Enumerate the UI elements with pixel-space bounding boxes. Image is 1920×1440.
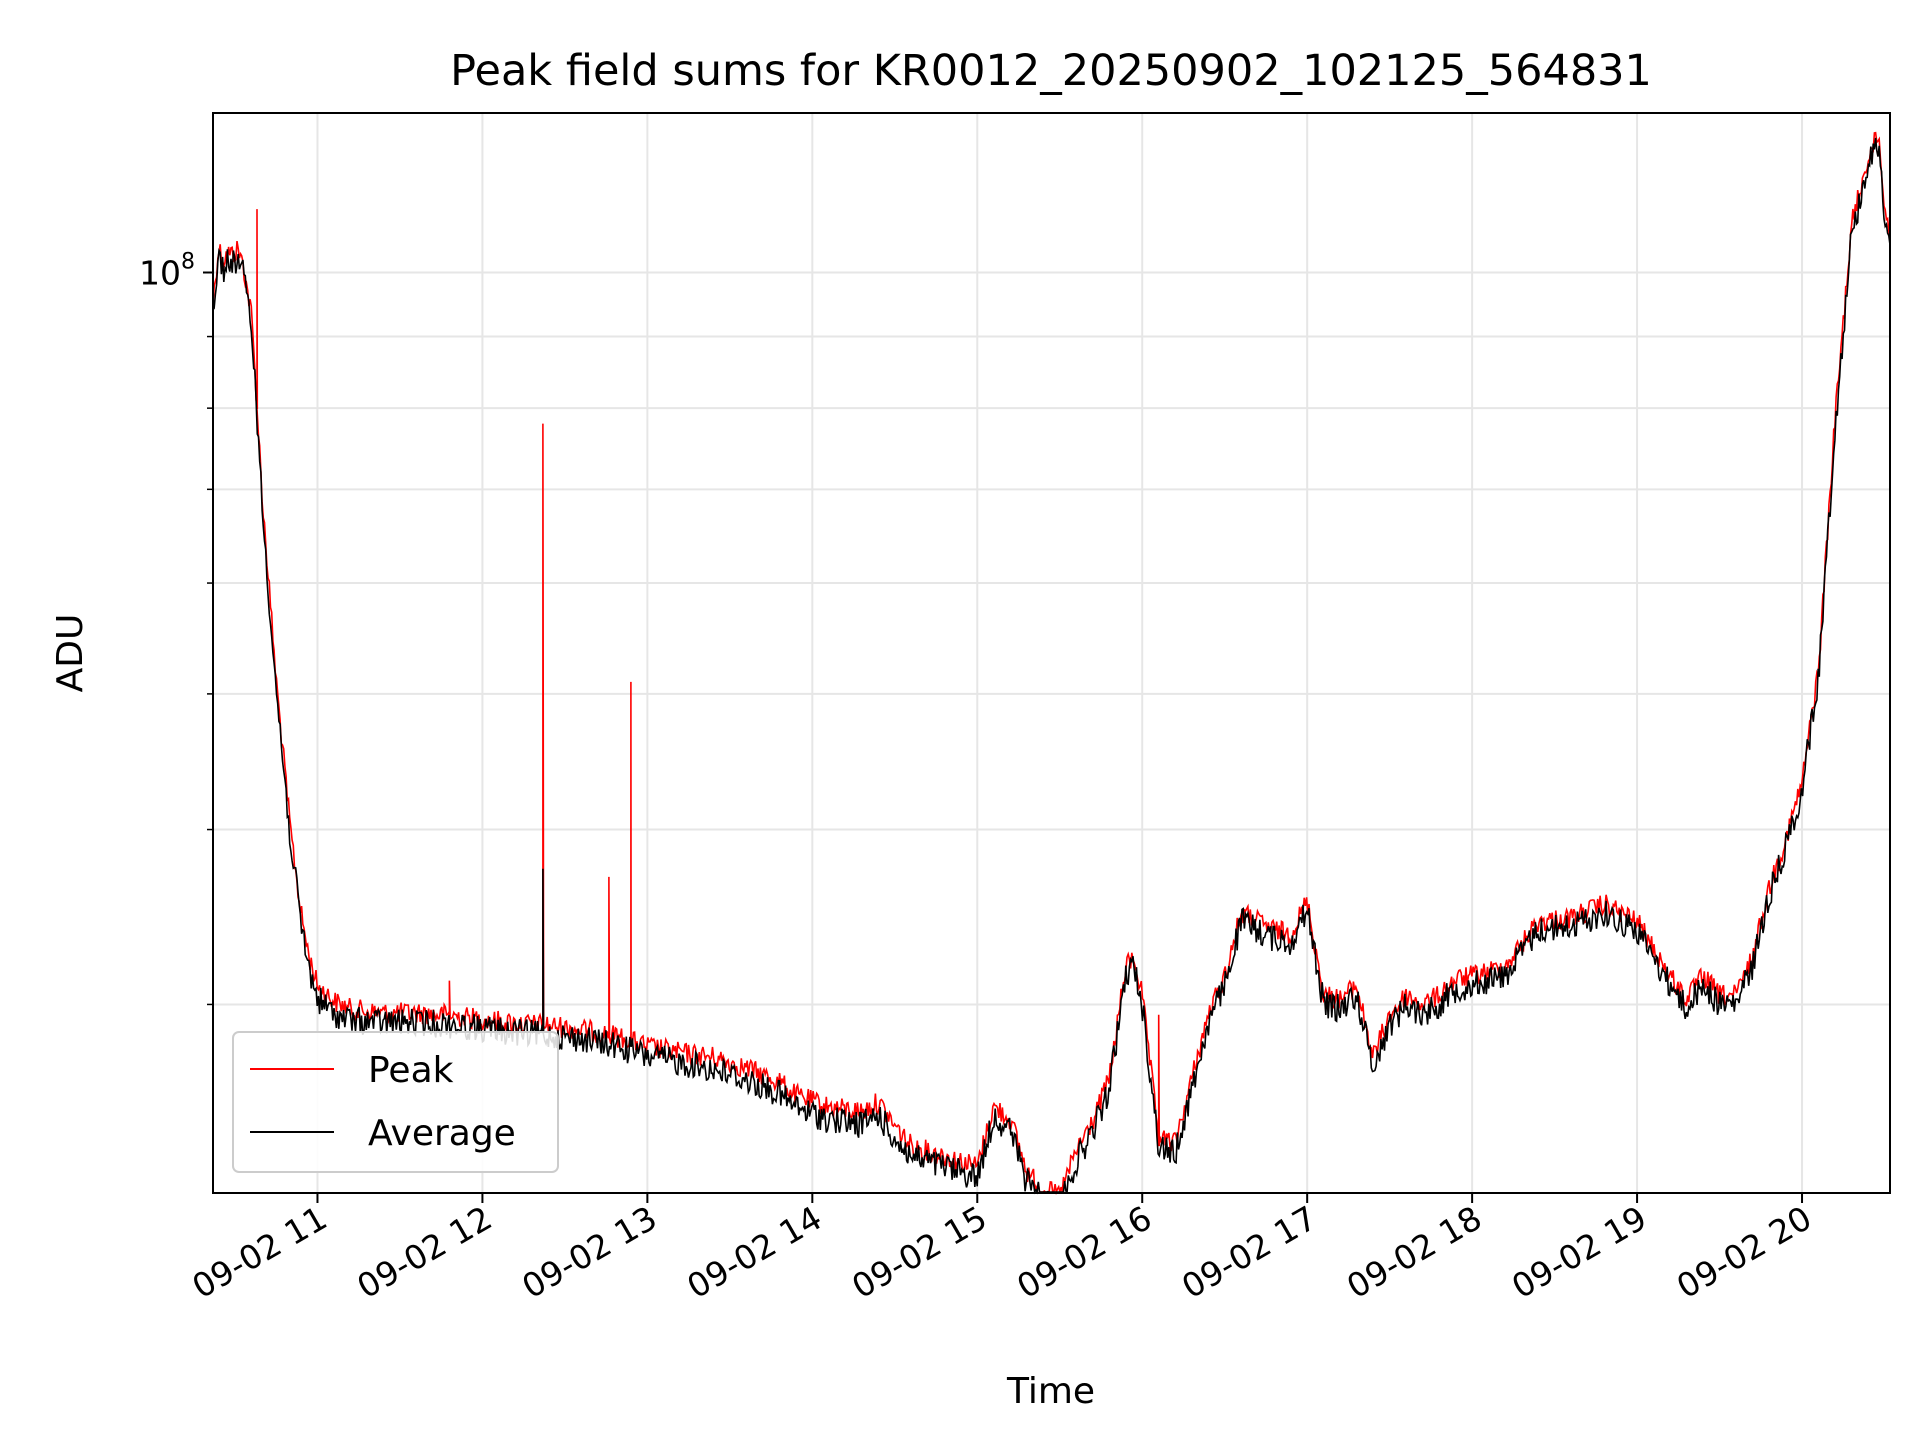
y-tick-label: 10 [139, 254, 181, 293]
y-axis: 10 8 [139, 250, 213, 1006]
y-tick-label-exponent: 8 [181, 250, 195, 275]
legend-label-average: Average [368, 1113, 516, 1154]
x-axis-label: Time [1006, 1371, 1095, 1412]
y-tick-label-base: 10 [139, 254, 181, 293]
legend: Peak Average [232, 1031, 559, 1173]
chart-title: Peak field sums for KR0012_20250902_1021… [450, 46, 1652, 96]
legend-box [232, 1031, 559, 1173]
grid [213, 113, 1890, 1193]
legend-label-peak: Peak [368, 1050, 454, 1091]
plot-frame [212, 112, 1891, 1194]
y-axis-label: ADU [50, 614, 91, 693]
